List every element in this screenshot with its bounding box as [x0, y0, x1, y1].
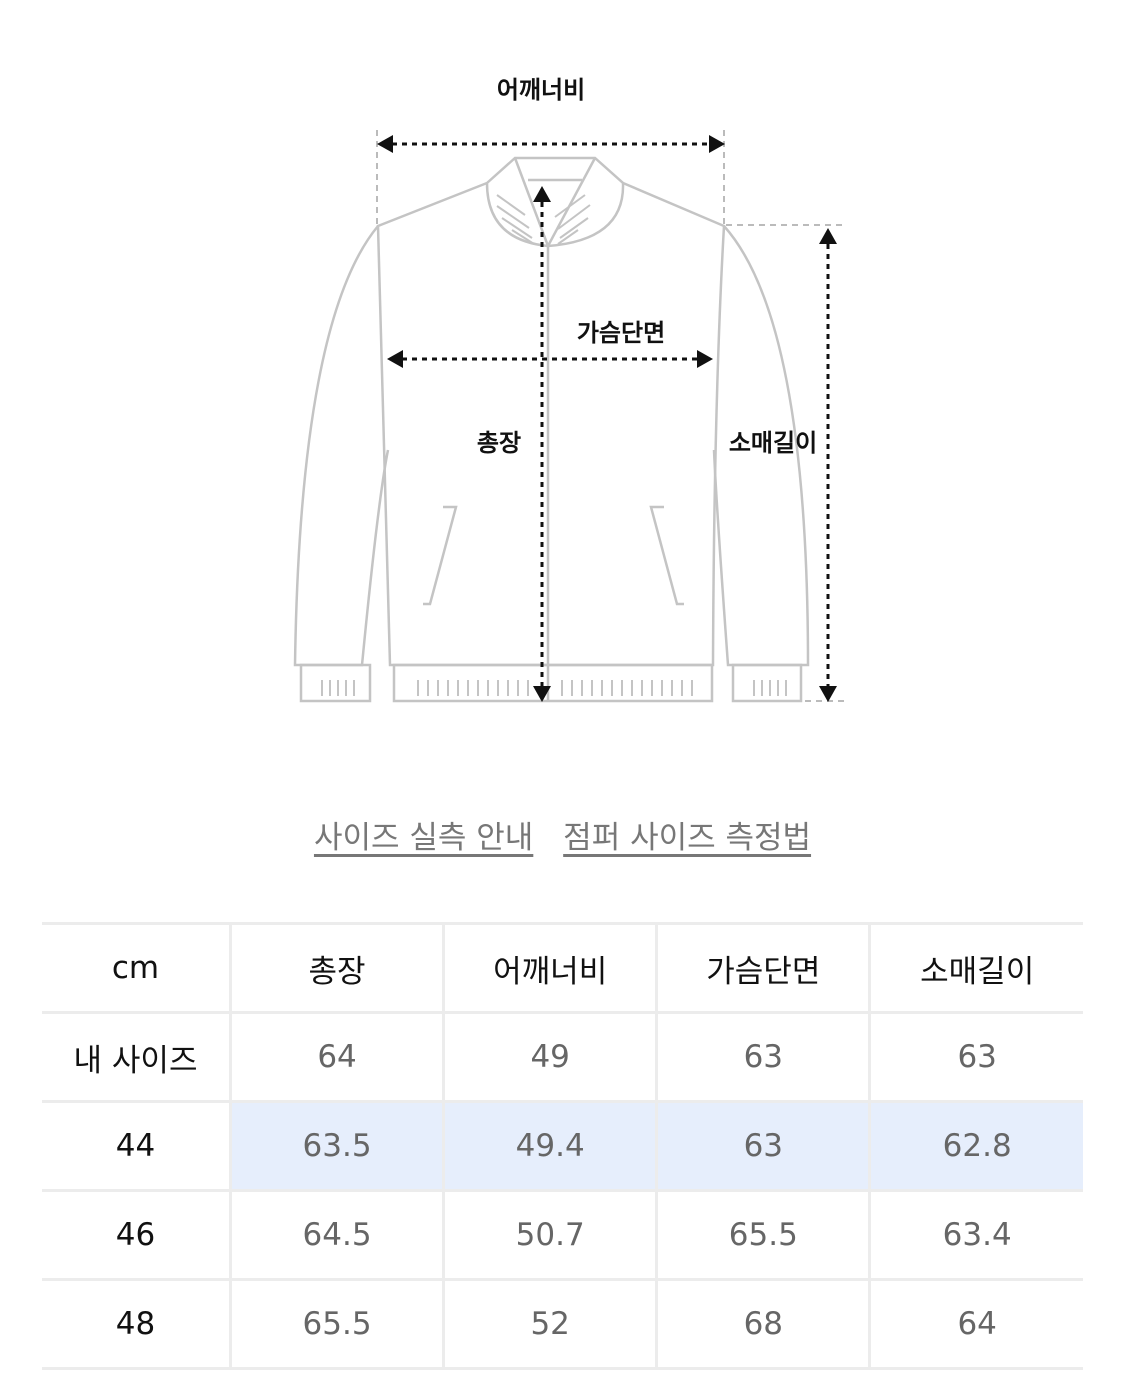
table-header-row: cm 총장 어깨너비 가슴단면 소매길이 [42, 922, 1083, 1014]
header-chest: 가슴단면 [655, 922, 870, 1014]
cell: 49 [442, 1011, 657, 1103]
row-label: 46 [42, 1189, 231, 1281]
header-shoulder: 어깨너비 [442, 922, 657, 1014]
guide-links: 사이즈 실측 안내 점퍼 사이즈 측정법 [0, 812, 1125, 857]
measurement-guides [376, 130, 845, 702]
header-sleeve: 소매길이 [868, 922, 1083, 1014]
label-shoulder: 어깨너비 [497, 76, 585, 104]
row-label: 48 [42, 1278, 231, 1370]
cell: 64.5 [228, 1189, 444, 1281]
cell: 63 [868, 1011, 1083, 1103]
header-length: 총장 [228, 922, 444, 1014]
row-label: 내 사이즈 [42, 1011, 231, 1103]
table-row-my-size: 내 사이즈 64 49 63 63 [42, 1011, 1083, 1103]
jumper-measure-method-link[interactable]: 점퍼 사이즈 측정법 [563, 820, 812, 856]
cell: 65.5 [655, 1189, 870, 1281]
arrowheads [377, 135, 837, 702]
cell: 68 [655, 1278, 870, 1370]
row-label: 44 [42, 1100, 231, 1192]
label-length: 총장 [477, 429, 521, 457]
label-chest: 가슴단면 [577, 319, 665, 347]
cell: 63.4 [868, 1189, 1083, 1281]
cell: 52 [442, 1278, 657, 1370]
header-unit: cm [42, 922, 231, 1014]
size-measurement-guide-link[interactable]: 사이즈 실측 안내 [313, 820, 534, 856]
label-sleeve: 소매길이 [729, 429, 817, 457]
table-row-46: 46 64.5 50.7 65.5 63.4 [42, 1189, 1083, 1281]
jacket-outline [293, 156, 810, 703]
cell: 64 [228, 1011, 444, 1103]
ribbing-lines [321, 194, 787, 696]
cell: 63.5 [228, 1100, 444, 1192]
cell: 49.4 [442, 1100, 657, 1192]
cell: 63 [655, 1100, 870, 1192]
table-row-44: 44 63.5 49.4 63 62.8 [42, 1100, 1083, 1192]
cell: 64 [868, 1278, 1083, 1370]
size-table: cm 총장 어깨너비 가슴단면 소매길이 내 사이즈 64 49 63 63 4… [42, 922, 1083, 1370]
table-row-48: 48 65.5 52 68 64 [42, 1278, 1083, 1370]
jacket-measurement-diagram: 어깨너비 가슴단면 총장 소매길이 [293, 76, 845, 703]
cell: 65.5 [228, 1278, 444, 1370]
measurement-arrows [392, 142, 830, 686]
cell: 63 [655, 1011, 870, 1103]
cell: 50.7 [442, 1189, 657, 1281]
cell: 62.8 [868, 1100, 1083, 1192]
